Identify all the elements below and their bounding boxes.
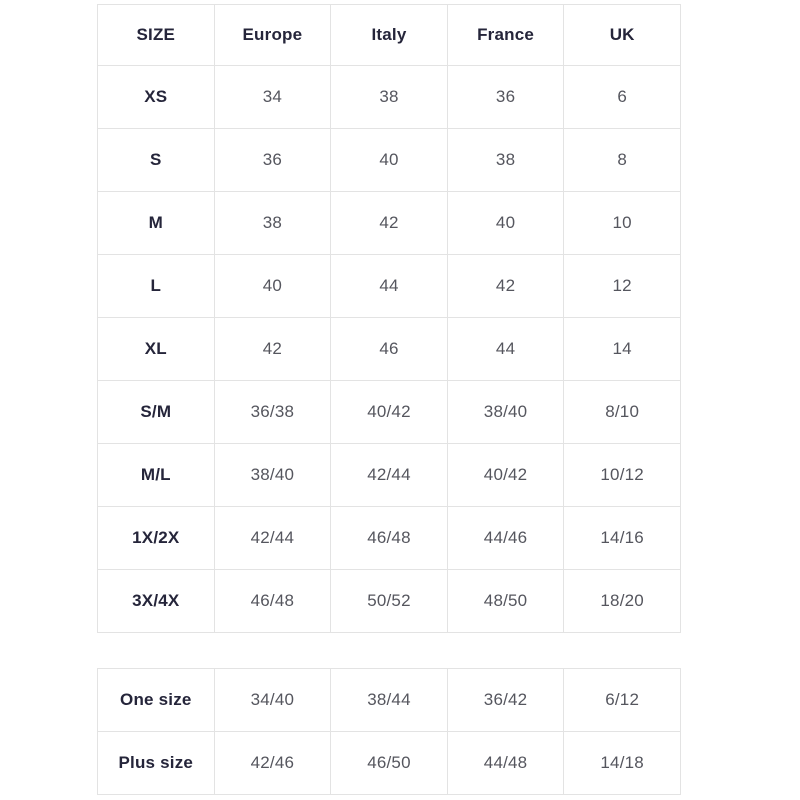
table-row-plus-size: Plus size 42/46 46/50 44/48 14/18 <box>97 731 681 795</box>
size-value: 42 <box>213 317 332 381</box>
size-value: 34 <box>213 65 332 129</box>
special-sizes-table: One size 34/40 38/44 36/42 6/12 Plus siz… <box>97 668 681 795</box>
size-label: S <box>97 128 215 192</box>
size-value: 36 <box>446 65 565 129</box>
size-label: 1X/2X <box>97 506 215 570</box>
table-row-s: S 36 40 38 8 <box>97 128 681 192</box>
column-header-france: France <box>446 4 565 66</box>
size-value: 44 <box>330 254 448 318</box>
size-value: 38/40 <box>213 443 332 507</box>
size-value: 46/48 <box>213 569 332 633</box>
size-value: 42/46 <box>213 731 332 795</box>
table-row-xs: XS 34 38 36 6 <box>97 65 681 129</box>
size-label: XL <box>97 317 215 381</box>
size-value: 38 <box>213 191 332 255</box>
size-value: 14/16 <box>563 506 681 570</box>
size-value: 36/42 <box>446 668 565 732</box>
column-header-uk: UK <box>563 4 681 66</box>
size-value: 8/10 <box>563 380 681 444</box>
size-label: Plus size <box>97 731 215 795</box>
size-value: 6/12 <box>563 668 681 732</box>
size-value: 18/20 <box>563 569 681 633</box>
size-guide-tables: SIZE Europe Italy France UK XS 34 38 36 … <box>97 4 681 795</box>
size-value: 12 <box>563 254 681 318</box>
size-value: 46/48 <box>330 506 448 570</box>
size-value: 46 <box>330 317 448 381</box>
column-header-italy: Italy <box>330 4 448 66</box>
size-value: 40/42 <box>330 380 448 444</box>
size-value: 38 <box>446 128 565 192</box>
size-label: One size <box>97 668 215 732</box>
size-label: XS <box>97 65 215 129</box>
size-value: 40 <box>446 191 565 255</box>
table-row-m-l: M/L 38/40 42/44 40/42 10/12 <box>97 443 681 507</box>
table-row-3x-4x: 3X/4X 46/48 50/52 48/50 18/20 <box>97 569 681 633</box>
size-value: 36 <box>213 128 332 192</box>
size-table-header-row: SIZE Europe Italy France UK <box>97 4 681 66</box>
size-value: 10/12 <box>563 443 681 507</box>
size-label: S/M <box>97 380 215 444</box>
size-conversion-table: SIZE Europe Italy France UK XS 34 38 36 … <box>97 4 681 633</box>
table-row-s-m: S/M 36/38 40/42 38/40 8/10 <box>97 380 681 444</box>
table-row-xl: XL 42 46 44 14 <box>97 317 681 381</box>
size-value: 46/50 <box>330 731 448 795</box>
size-value: 44 <box>446 317 565 381</box>
size-value: 48/50 <box>446 569 565 633</box>
size-value: 42 <box>446 254 565 318</box>
column-header-size: SIZE <box>97 4 215 66</box>
size-value: 6 <box>563 65 681 129</box>
table-row-m: M 38 42 40 10 <box>97 191 681 255</box>
size-value: 38 <box>330 65 448 129</box>
size-value: 38/40 <box>446 380 565 444</box>
table-row-1x-2x: 1X/2X 42/44 46/48 44/46 14/16 <box>97 506 681 570</box>
size-value: 42/44 <box>213 506 332 570</box>
size-value: 38/44 <box>330 668 448 732</box>
size-value: 40 <box>213 254 332 318</box>
size-value: 44/48 <box>446 731 565 795</box>
column-header-europe: Europe <box>213 4 332 66</box>
size-value: 42 <box>330 191 448 255</box>
table-row-l: L 40 44 42 12 <box>97 254 681 318</box>
size-value: 14/18 <box>563 731 681 795</box>
size-value: 36/38 <box>213 380 332 444</box>
size-value: 14 <box>563 317 681 381</box>
size-value: 34/40 <box>213 668 332 732</box>
size-value: 44/46 <box>446 506 565 570</box>
size-label: L <box>97 254 215 318</box>
size-value: 8 <box>563 128 681 192</box>
size-value: 40/42 <box>446 443 565 507</box>
table-row-one-size: One size 34/40 38/44 36/42 6/12 <box>97 668 681 732</box>
size-value: 42/44 <box>330 443 448 507</box>
size-value: 10 <box>563 191 681 255</box>
size-label: 3X/4X <box>97 569 215 633</box>
size-value: 40 <box>330 128 448 192</box>
size-value: 50/52 <box>330 569 448 633</box>
size-label: M/L <box>97 443 215 507</box>
size-label: M <box>97 191 215 255</box>
